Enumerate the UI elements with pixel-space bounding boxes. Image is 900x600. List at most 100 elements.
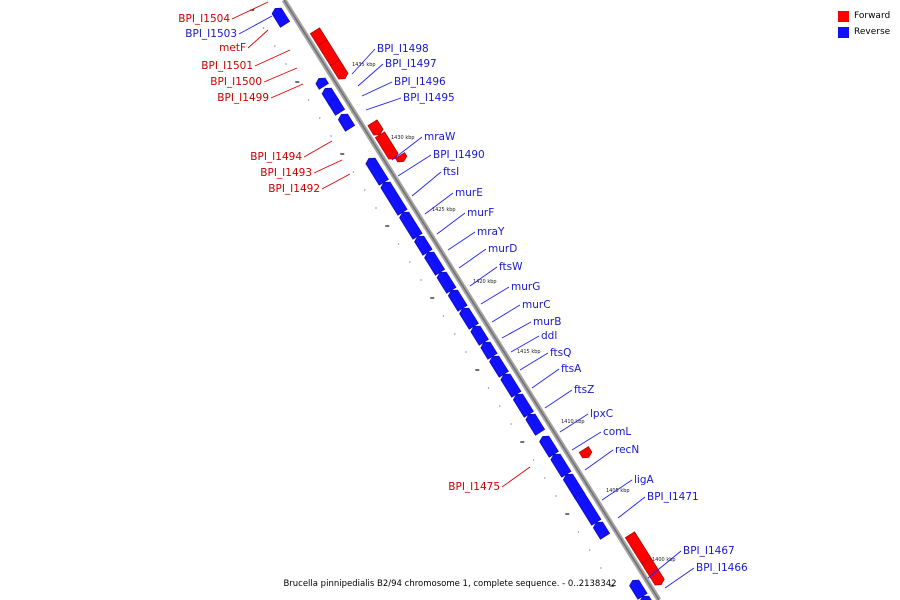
reverse-swatch	[838, 26, 849, 38]
gene-label[interactable]: murE	[455, 187, 483, 199]
gene-highlight	[316, 80, 322, 88]
gene-label[interactable]: ligA	[634, 474, 654, 486]
gene-label[interactable]: BPI_I1500	[210, 76, 262, 88]
reverse-gene[interactable]	[550, 453, 572, 478]
reverse-gene[interactable]	[328, 98, 346, 116]
gene-highlight	[644, 562, 660, 586]
gene-label[interactable]: BPI_I1493	[260, 167, 312, 179]
reverse-gene[interactable]	[500, 373, 522, 398]
reverse-gene[interactable]	[447, 289, 468, 312]
gene-label[interactable]: BPI_I1498	[377, 43, 429, 55]
reverse-gene[interactable]	[365, 157, 389, 186]
gene-label[interactable]: ftsI	[443, 166, 459, 178]
gene-label[interactable]: BPI_I1496	[394, 76, 446, 88]
gene-label[interactable]: BPI_I1475	[448, 481, 500, 493]
leader-line	[559, 413, 589, 433]
reverse-gene[interactable]	[629, 579, 648, 600]
tick-label: 1415 kbp	[517, 349, 541, 355]
gene-label[interactable]: ddl	[541, 330, 557, 342]
position-dot	[397, 243, 400, 245]
leader-line	[469, 266, 498, 287]
gene-label[interactable]: ftsW	[499, 261, 523, 273]
leader-line	[447, 231, 476, 251]
gene-highlight	[415, 238, 426, 254]
tick-label: 1405 kbp	[606, 488, 630, 494]
gene-label[interactable]: BPI_I1499	[217, 92, 269, 104]
reverse-gene[interactable]	[592, 521, 611, 540]
leader-line	[510, 335, 540, 353]
gene-label[interactable]: murC	[522, 299, 551, 311]
gene-highlight	[437, 274, 450, 292]
leader-line	[617, 496, 646, 519]
gene-label[interactable]: ftsA	[561, 363, 582, 375]
leader-line	[270, 83, 304, 99]
gene-label[interactable]: BPI_I1497	[385, 58, 437, 70]
position-dot	[577, 531, 580, 533]
reverse-gene[interactable]	[574, 491, 602, 526]
leader-line	[571, 431, 602, 451]
reverse-gene[interactable]	[480, 341, 498, 360]
reverse-gene[interactable]	[436, 271, 457, 294]
gene-highlight	[370, 124, 378, 136]
tick-label: 1420 kbp	[473, 279, 497, 285]
reverse-gene[interactable]	[470, 325, 489, 346]
gene-highlight	[581, 451, 587, 459]
gene-label[interactable]: ftsZ	[574, 384, 594, 396]
reverse-gene-labels: BPI_I1503 BPI_I1498 BPI_I1497 BPI_I1496 …	[185, 28, 748, 574]
reverse-gene[interactable]	[489, 355, 509, 378]
forward-gene-labels: BPI_I1504 metF BPI_I1501 BPI_I1500 BPI_I…	[178, 13, 500, 493]
gene-label[interactable]: murF	[467, 207, 494, 219]
gene-highlight	[320, 44, 335, 66]
reverse-gene[interactable]	[399, 211, 423, 240]
gene-highlight	[377, 136, 393, 160]
gene-label[interactable]: murD	[488, 243, 517, 255]
tick-label: 1435 kbp	[352, 62, 376, 68]
gene-highlight	[526, 416, 538, 434]
position-dot	[409, 261, 411, 263]
gene-label[interactable]: BPI_I1495	[403, 92, 455, 104]
reverse-gene[interactable]	[315, 77, 329, 90]
position-dot	[352, 171, 355, 173]
gene-label[interactable]: metF	[219, 42, 246, 54]
position-dot	[565, 513, 570, 515]
gene-label[interactable]: murG	[511, 281, 540, 293]
position-dot	[544, 477, 546, 479]
gene-label[interactable]: BPI_I1467	[683, 545, 735, 557]
position-dot	[319, 117, 321, 119]
reverse-gene[interactable]	[640, 595, 654, 600]
reverse-gene[interactable]	[271, 7, 291, 28]
gene-label[interactable]: recN	[615, 444, 639, 456]
reverse-gene[interactable]	[380, 181, 408, 216]
leader-line	[254, 49, 291, 67]
reverse-gene[interactable]	[337, 113, 356, 132]
gene-label[interactable]: mraW	[424, 131, 456, 143]
gene-label[interactable]: BPI_I1490	[433, 149, 485, 161]
reverse-gene[interactable]	[539, 435, 559, 458]
gene-label[interactable]: mraY	[477, 226, 505, 238]
reverse-gene[interactable]	[459, 307, 479, 330]
gene-label[interactable]: BPI_I1492	[268, 183, 320, 195]
gene-highlight	[322, 90, 332, 104]
reverse-gene[interactable]	[414, 235, 433, 256]
gene-label[interactable]: BPI_I1494	[250, 151, 302, 163]
reverse-gene[interactable]	[424, 251, 446, 276]
gene-label[interactable]: comL	[603, 426, 631, 438]
gene-label[interactable]: BPI_I1466	[696, 562, 748, 574]
gene-label[interactable]: lpxC	[590, 408, 613, 420]
gene-label[interactable]: BPI_I1504	[178, 13, 230, 25]
gene-label[interactable]: BPI_I1501	[201, 60, 253, 72]
gene-label[interactable]: murB	[533, 316, 561, 328]
leader-line	[584, 449, 614, 471]
position-dot	[487, 387, 490, 389]
gene-label[interactable]: ftsQ	[550, 347, 571, 359]
gene-label[interactable]: BPI_I1503	[185, 28, 237, 40]
reverse-gene[interactable]	[525, 413, 546, 436]
gene-label[interactable]: BPI_I1471	[647, 491, 699, 503]
sequence-caption: Brucella pinnipedialis B2/94 chromosome …	[283, 579, 617, 589]
leader-line	[231, 1, 269, 20]
gene-highlight	[627, 536, 646, 564]
leader-line	[238, 15, 273, 35]
reverse-gene[interactable]	[512, 393, 534, 418]
gene-highlight	[449, 292, 461, 310]
position-dot	[307, 99, 310, 101]
